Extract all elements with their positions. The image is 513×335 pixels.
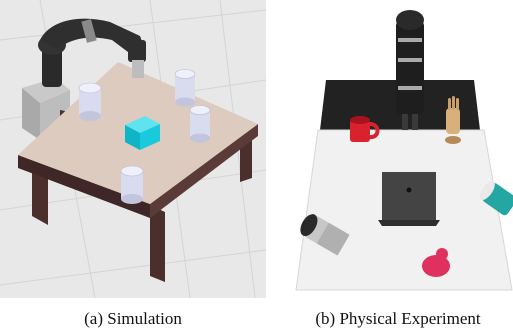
cylinder-1 [79,83,101,121]
physical-scene [274,0,513,298]
simulation-scene [0,0,266,298]
simulation-image [0,0,266,298]
phys-gray-box [378,172,440,226]
caption-physical-experiment: (b) Physical Experiment [283,309,513,329]
phys-robot-arm [396,10,424,130]
caption-simulation: (a) Simulation [28,309,238,329]
physical-experiment-image [274,0,513,298]
cylinder-4 [121,166,143,204]
cylinder-3 [190,106,210,143]
cylinder-2 [175,70,195,107]
